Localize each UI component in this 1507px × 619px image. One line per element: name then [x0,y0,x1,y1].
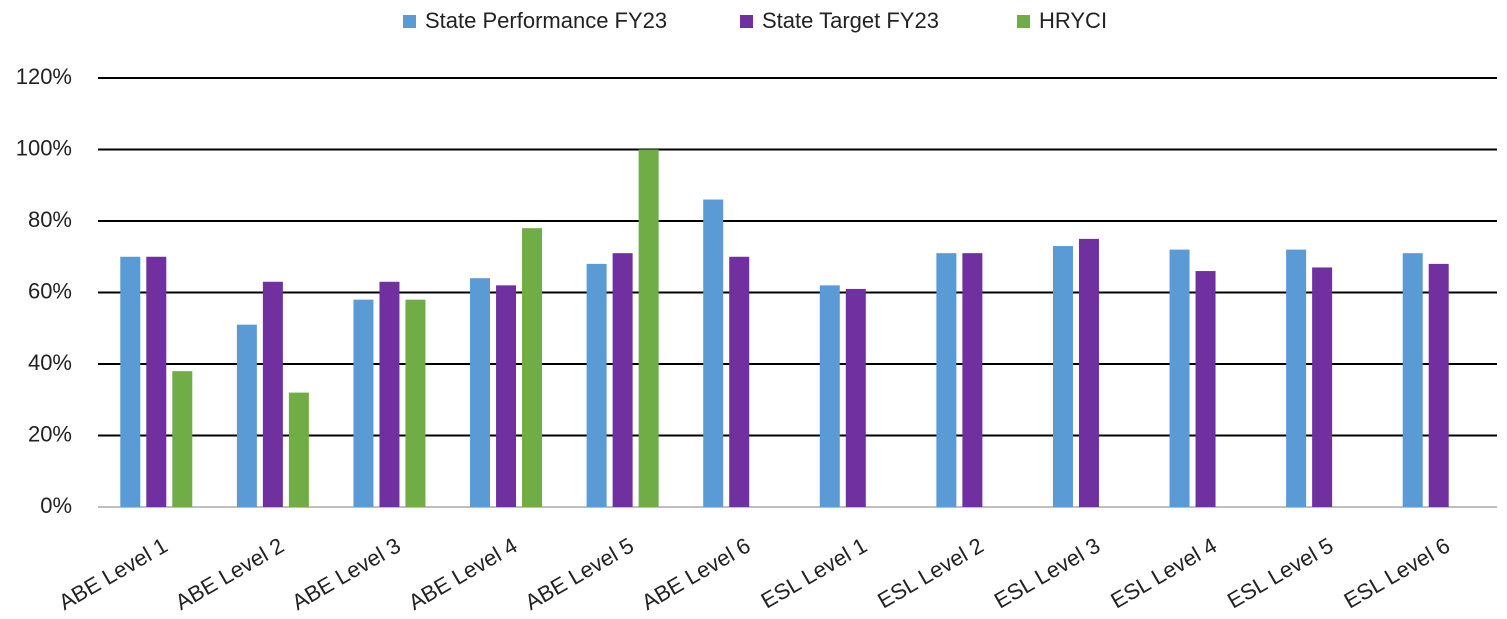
bar [379,281,400,507]
bar [262,281,283,507]
bar [146,256,167,507]
bar [470,278,491,507]
bar [405,299,426,507]
bar [1052,246,1073,507]
bar [1078,238,1099,507]
bar [1312,267,1333,507]
bar [703,199,724,508]
bar [288,392,309,507]
y-tick-label: 60% [28,278,72,303]
legend-swatch [403,15,416,28]
y-tick-label: 120% [16,64,72,89]
x-tick-label: ESL Level 4 [1106,533,1221,614]
x-tick-label: ESL Level 2 [873,533,988,614]
x-tick-label: ESL Level 5 [1223,533,1338,614]
x-tick-label: ABE Level 3 [288,533,405,615]
bar [638,149,659,507]
bar [522,228,543,507]
bar [729,256,750,507]
bar [1286,249,1307,507]
legend-swatch [740,15,753,28]
y-tick-label: 80% [28,207,72,232]
x-tick-label: ESL Level 1 [757,533,872,614]
bar [845,288,866,507]
x-tick-label: ESL Level 3 [990,533,1105,614]
bar [612,253,633,507]
bar [1428,263,1449,507]
bar [236,324,257,507]
bar [172,371,193,507]
x-tick-label: ABE Level 6 [637,533,754,615]
y-tick-label: 40% [28,350,72,375]
legend-label: State Target FY23 [762,8,939,33]
bar [962,253,983,507]
x-tick-label: ABE Level 4 [404,533,521,615]
bar [1169,249,1190,507]
bar [819,285,840,507]
y-tick-label: 100% [16,135,72,160]
x-tick-label: ESL Level 6 [1340,533,1455,614]
bar [586,263,607,507]
y-tick-label: 0% [40,493,72,518]
bar [120,256,141,507]
bar [1195,271,1216,507]
bar [1402,253,1423,507]
x-tick-label: ABE Level 5 [521,533,638,615]
legend-label: HRYCI [1039,8,1107,33]
x-tick-label: ABE Level 2 [171,533,288,615]
bar [353,299,374,507]
x-tick-label: ABE Level 1 [54,533,171,615]
legend-label: State Performance FY23 [425,8,667,33]
legend-swatch [1017,15,1030,28]
y-tick-label: 20% [28,421,72,446]
bar [936,253,957,507]
bar [496,285,517,507]
